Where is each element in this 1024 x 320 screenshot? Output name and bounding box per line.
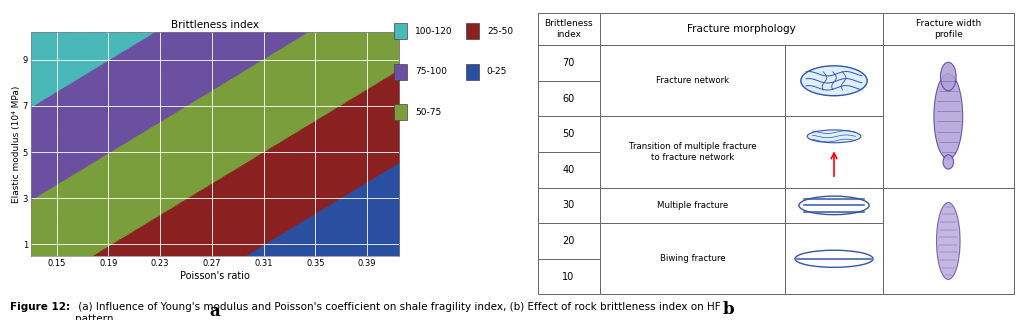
Bar (599, 188, 785, 223)
Bar (466, 64, 478, 80)
Bar (394, 23, 407, 39)
Text: Multiple fracture: Multiple fracture (656, 201, 728, 210)
Text: 50: 50 (562, 129, 574, 139)
Text: Figure 12:: Figure 12: (10, 302, 71, 312)
Bar (599, 223, 785, 294)
Ellipse shape (799, 196, 869, 215)
Text: 70: 70 (562, 58, 574, 68)
Bar (538, 116, 599, 152)
Text: Fracture width
profile: Fracture width profile (915, 19, 981, 39)
Bar (538, 259, 599, 294)
Bar (785, 188, 883, 223)
Ellipse shape (801, 66, 867, 96)
Ellipse shape (937, 203, 961, 279)
Y-axis label: Elastic modulus (10⁴ MPa): Elastic modulus (10⁴ MPa) (12, 85, 22, 203)
Text: 30: 30 (562, 200, 574, 210)
Title: Brittleness index: Brittleness index (171, 20, 259, 30)
Text: Fracture network: Fracture network (655, 76, 729, 85)
Bar (394, 64, 407, 80)
Ellipse shape (807, 130, 861, 143)
Text: 40: 40 (562, 165, 574, 175)
Bar (785, 223, 883, 294)
Bar (538, 188, 599, 223)
Bar (538, 81, 599, 116)
Text: Biwing fracture: Biwing fracture (659, 254, 725, 263)
Bar (538, 223, 599, 259)
Bar (394, 104, 407, 120)
Text: 60: 60 (562, 93, 574, 104)
Bar (538, 152, 599, 188)
Bar (599, 13, 883, 45)
Text: (a) Influence of Young's modulus and Poisson's coefficient on shale fragility in: (a) Influence of Young's modulus and Poi… (75, 302, 720, 320)
Text: 10: 10 (562, 272, 574, 282)
Text: 50-75: 50-75 (415, 108, 441, 117)
Bar (883, 188, 1014, 294)
Text: Brittleness
index: Brittleness index (544, 19, 593, 39)
Text: 100-120: 100-120 (415, 27, 453, 36)
Text: 25-50: 25-50 (486, 27, 513, 36)
Ellipse shape (934, 74, 963, 159)
Bar (785, 45, 883, 116)
Text: Transition of multiple fracture
to fracture network: Transition of multiple fracture to fract… (629, 142, 756, 162)
Ellipse shape (940, 62, 956, 91)
Text: 20: 20 (562, 236, 574, 246)
Bar (466, 23, 478, 39)
Bar (599, 45, 785, 116)
Ellipse shape (943, 155, 953, 169)
Bar (785, 116, 883, 188)
Bar (599, 116, 785, 188)
Ellipse shape (795, 250, 873, 267)
Text: 75-100: 75-100 (415, 67, 446, 76)
Bar (538, 13, 599, 45)
Text: 0-25: 0-25 (486, 67, 507, 76)
Text: a: a (210, 303, 220, 320)
Bar (883, 13, 1014, 45)
Bar (883, 45, 1014, 188)
X-axis label: Poisson's ratio: Poisson's ratio (180, 270, 250, 281)
Bar (538, 45, 599, 81)
Text: Fracture morphology: Fracture morphology (687, 24, 796, 34)
Text: b: b (722, 301, 734, 318)
